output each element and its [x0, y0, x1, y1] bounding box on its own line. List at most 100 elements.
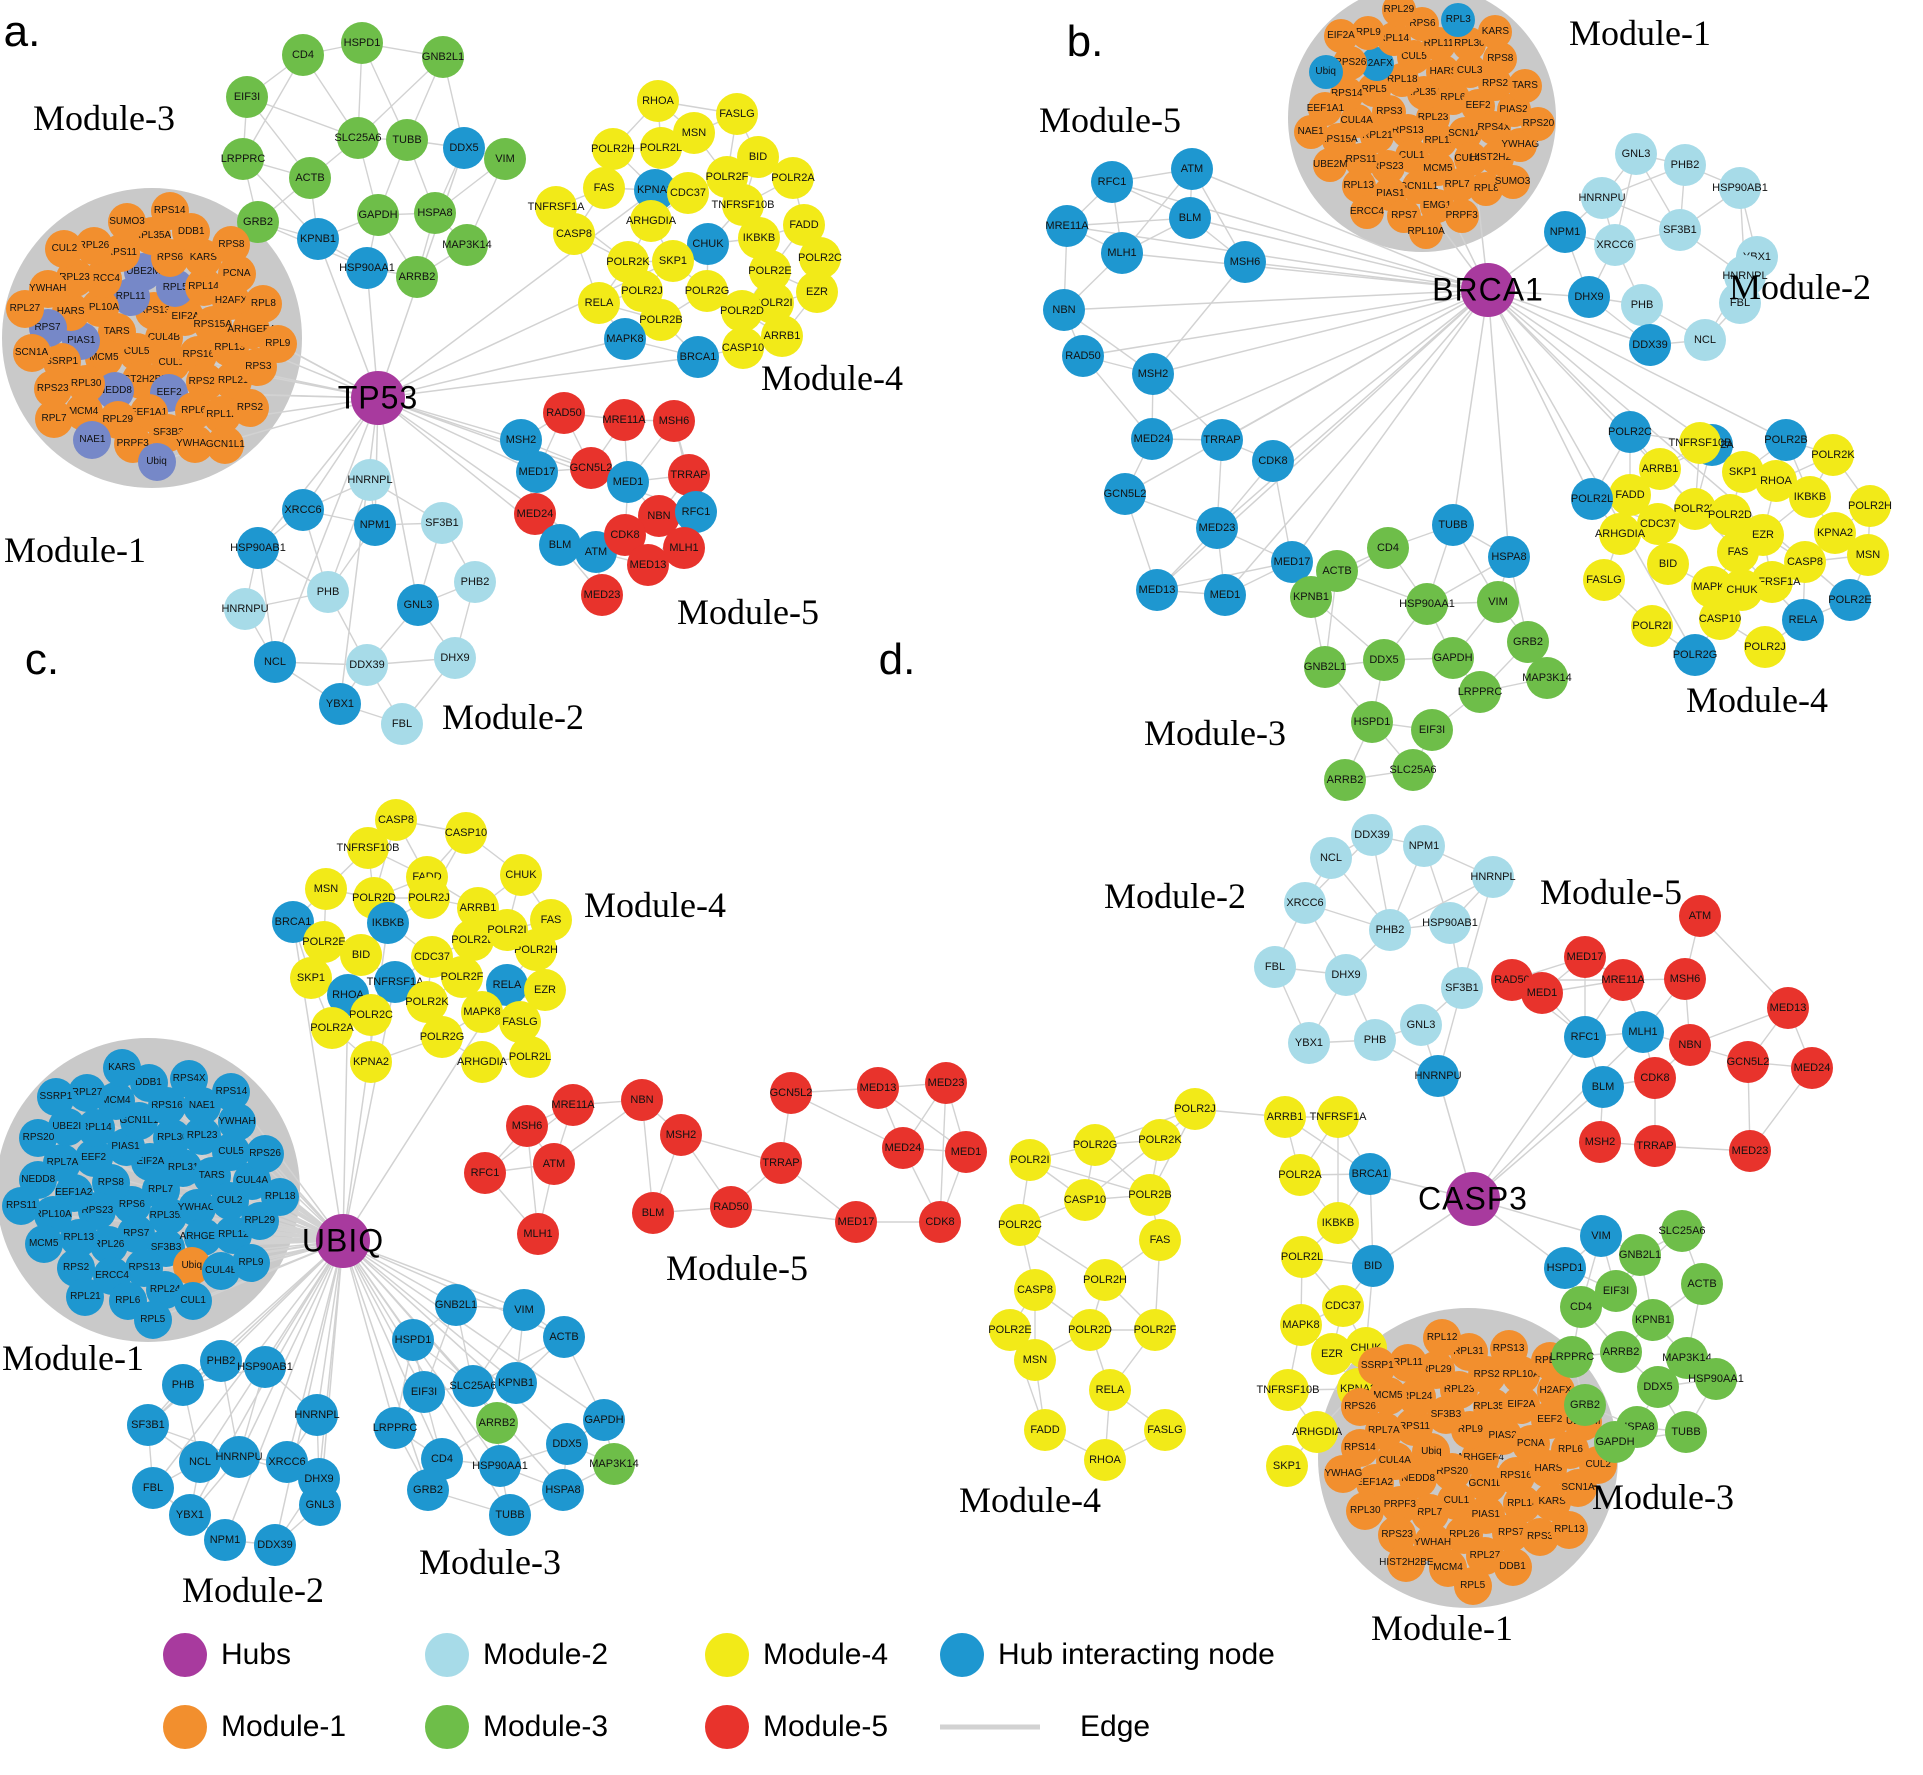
node-label: GCN5L2 — [769, 1086, 813, 1099]
node-label: RPS2 — [1473, 1369, 1500, 1381]
node-label: ATM — [542, 1157, 566, 1170]
node-label: XRCC6 — [1596, 238, 1634, 251]
node-label: PRPF3 — [1383, 1499, 1416, 1511]
node-SCN1A: SCN1A — [12, 334, 51, 372]
node-label: SCN1A — [14, 347, 49, 358]
node-RELA: RELA — [1089, 1369, 1131, 1411]
node-label: CASP10 — [1698, 612, 1742, 625]
node-label: RPS14 — [215, 1085, 248, 1097]
node-DDX39: DDX39 — [1351, 814, 1393, 856]
node-HSPD1: HSPD1 — [392, 1319, 434, 1361]
node-label: KPNB1 — [1292, 590, 1330, 603]
node-NCL: NCL — [179, 1441, 221, 1483]
node-label: PHB2 — [1375, 923, 1405, 936]
node-TRRAP: TRRAP — [668, 454, 710, 496]
node-POLR2G: POLR2G — [420, 1016, 464, 1058]
node-label: MAPK8 — [606, 332, 644, 345]
node-label: EIF2A — [136, 1156, 165, 1167]
node-POLR2L: POLR2L — [509, 1036, 551, 1078]
node-label: KARS — [108, 1061, 136, 1073]
node-label: RAD50 — [1494, 973, 1530, 986]
node-label: RPS7 — [123, 1227, 150, 1239]
node-label: RPL6 — [1557, 1443, 1583, 1455]
module-label: Module-1 — [1569, 13, 1711, 53]
node-label: PCNA — [222, 267, 251, 279]
node-PHB: PHB — [1354, 1019, 1396, 1061]
node-label: RPL35A — [133, 229, 172, 241]
node-label: EEF1A1 — [1306, 103, 1345, 115]
node-label: RPL9 — [238, 1257, 264, 1269]
node-label: XRCC6 — [1286, 896, 1324, 909]
node-label: MAP3K14 — [1522, 671, 1572, 684]
module-label: Module-3 — [33, 98, 175, 138]
node-DHX9: DHX9 — [1568, 276, 1610, 318]
node-label: RPL31 — [167, 1161, 199, 1173]
node-label: MSH6 — [511, 1119, 543, 1132]
node-label: MSH2 — [1137, 367, 1169, 380]
node-label: RPS8 — [1487, 52, 1514, 64]
node-label: HIST2H2BE — [1469, 151, 1525, 163]
node-label: SLC25A6 — [449, 1379, 497, 1392]
node-label: CUL2 — [51, 243, 78, 255]
node-label: SSRP1 — [1360, 1359, 1394, 1371]
node-TRRAP: TRRAP — [760, 1142, 802, 1184]
node-TRRAP: TRRAP — [1634, 1125, 1676, 1167]
node-ARRB2: ARRB2 — [1324, 759, 1366, 801]
module-label: Module-4 — [761, 358, 903, 398]
node-label: HNRNPL — [294, 1408, 340, 1421]
module-label: Module-2 — [1729, 267, 1871, 307]
node-label: MSN — [313, 882, 339, 895]
node-label: MAP3K14 — [442, 238, 492, 251]
node-DDX5: DDX5 — [443, 127, 485, 169]
node-NBN: NBN — [621, 1079, 663, 1121]
module-label: Module-4 — [959, 1480, 1101, 1520]
node-label: GCN5L2 — [1726, 1055, 1770, 1068]
node-NCL: NCL — [1684, 319, 1726, 361]
node-FASLG: FASLG — [716, 93, 758, 135]
node-label: MCM5 — [28, 1237, 59, 1249]
node-label: BLM — [548, 538, 572, 551]
node-label: H2AFX — [214, 295, 248, 307]
node-label: RELA — [584, 296, 614, 309]
node-label: MED13 — [629, 558, 667, 571]
node-label: IKBKB — [1793, 490, 1827, 503]
node-label: RPS15A — [1319, 134, 1358, 145]
node-MAPK8: MAPK8 — [604, 318, 646, 360]
node-label: HSP90AB1 — [237, 1360, 293, 1373]
node-NCL: NCL — [254, 641, 296, 683]
node-label: EIF2A — [1507, 1398, 1536, 1410]
node-RPS14: RPS14 — [150, 191, 189, 230]
legend-label: Module-4 — [763, 1638, 889, 1671]
node-SF3B1: SF3B1 — [421, 502, 463, 544]
node-VIM: VIM — [503, 1289, 545, 1331]
node-label: MLH1 — [669, 541, 699, 554]
node-label: MED24 — [516, 507, 554, 520]
node-label: KPNB1 — [1634, 1313, 1672, 1326]
node-POLR2H: POLR2H — [1848, 485, 1892, 527]
node-label: RPL26 — [1449, 1529, 1480, 1541]
node-label: RPL27 — [9, 302, 41, 314]
node-label: RPS6 — [156, 252, 184, 263]
node-DDB1: DDB1 — [1493, 1548, 1532, 1587]
node-label: BLM — [641, 1206, 665, 1219]
node-label: FADD — [789, 218, 819, 231]
node-XRCC6: XRCC6 — [1284, 882, 1326, 924]
node-UBE2M: UBE2M — [1313, 148, 1348, 183]
node-label: UBE2M — [1313, 159, 1348, 171]
node-label: RPS16 — [182, 348, 215, 360]
node-KPNB1: KPNB1 — [495, 1362, 537, 1404]
panel-letter: d. — [878, 635, 916, 684]
node-label: MSH2 — [505, 433, 537, 446]
node-label: FBL — [142, 1481, 164, 1494]
hub-node-BRCA1 — [1461, 263, 1515, 317]
node-label: MLH1 — [1107, 246, 1137, 259]
node-label: DDB1 — [1499, 1561, 1526, 1573]
node-LRPPRC: LRPPRC — [1458, 671, 1502, 713]
node-label: RPS26 — [249, 1147, 281, 1159]
node-MSN: MSN — [305, 868, 347, 910]
node-label: RPS4X — [172, 1072, 206, 1084]
node-label: FAS — [540, 913, 562, 926]
node-label: CASP8 — [1016, 1283, 1054, 1296]
node-label: HSP90AB1 — [1712, 181, 1768, 194]
node-label: TNFRSF1A — [366, 975, 424, 988]
